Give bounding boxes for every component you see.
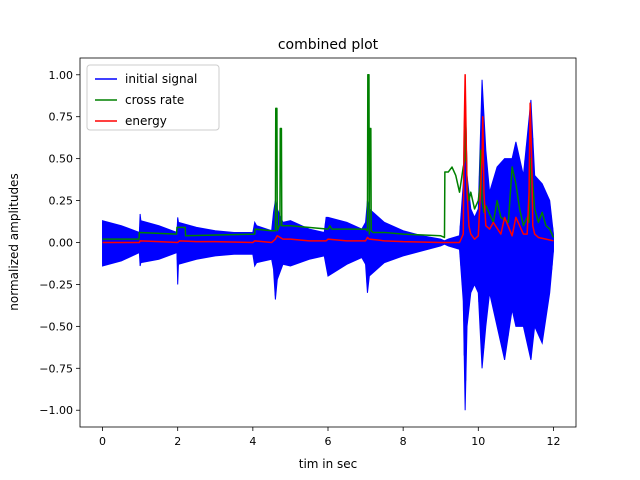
y-tick-label: −0.25 xyxy=(39,278,73,291)
axes: 0 2 4 6 8 10 12 −1.00 −0.75 −0.50 −0.25 0.00 0.25 0.5… xyxy=(39,57,577,448)
series-initial-signal-trace xyxy=(102,88,554,383)
y-tick-label: 0.50 xyxy=(49,153,74,166)
y-tick-label: −0.75 xyxy=(39,362,73,375)
legend-label: energy xyxy=(125,114,167,128)
x-axis-label: tim in sec xyxy=(299,457,358,471)
legend-box xyxy=(86,64,220,131)
x-tick-label: 10 xyxy=(471,435,485,448)
series-group xyxy=(102,74,555,411)
legend: initial signal cross rate energy xyxy=(86,64,220,131)
chart-title: combined plot xyxy=(278,37,379,53)
x-tick-label: 6 xyxy=(325,435,332,448)
x-tick-label: 12 xyxy=(546,435,560,448)
legend-label: cross rate xyxy=(125,93,184,107)
x-tick-label: 0 xyxy=(99,435,106,448)
plot-area xyxy=(102,74,555,411)
legend-label: initial signal xyxy=(125,72,197,86)
y-tick-label: −1.00 xyxy=(39,404,73,417)
y-tick-label: 1.00 xyxy=(49,69,74,82)
x-tick-label: 4 xyxy=(249,435,256,448)
y-tick-label: 0.25 xyxy=(49,195,74,208)
y-axis-label: normalized amplitudes xyxy=(7,173,21,310)
y-tick-label: 0.00 xyxy=(49,237,74,250)
x-tick-label: 2 xyxy=(174,435,181,448)
series-cross-rate-line xyxy=(102,74,555,240)
series-energy-line xyxy=(102,74,554,244)
x-tick-label: 8 xyxy=(400,435,407,448)
y-tick-label: 0.75 xyxy=(49,111,74,124)
y-tick-label: −0.50 xyxy=(39,320,73,333)
